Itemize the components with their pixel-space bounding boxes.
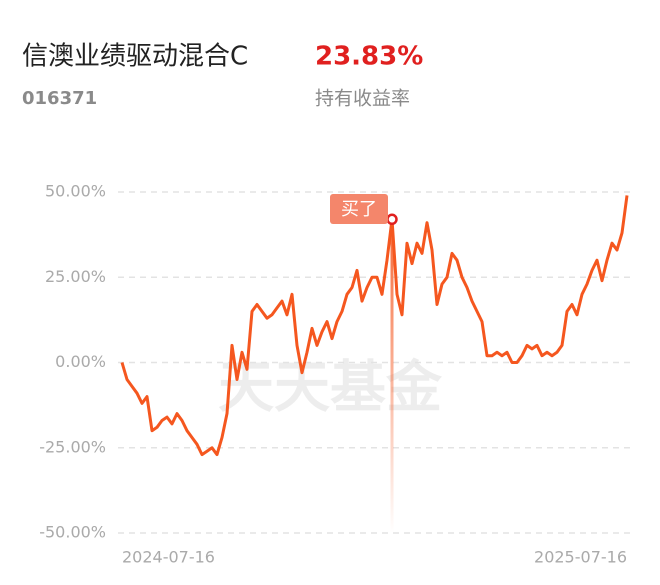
x-tick-label: 2025-07-16 <box>534 548 627 567</box>
fund-title: 信澳业绩驱动混合C <box>22 42 248 72</box>
y-tick-label: 25.00% <box>45 267 106 286</box>
fund-code: 016371 <box>22 88 97 109</box>
y-tick-label: 50.00% <box>45 182 106 201</box>
annotation-box <box>330 194 388 224</box>
y-tick-label: -25.00% <box>39 437 106 456</box>
y-tick-label: -50.00% <box>39 523 106 542</box>
return-label: 持有收益率 <box>315 88 410 110</box>
annotation-text: 买了 <box>341 199 377 220</box>
x-tick-label: 2024-07-16 <box>122 548 215 567</box>
buy-line <box>390 220 394 533</box>
return-value: 23.83% <box>315 42 423 72</box>
watermark: 天天基金 <box>218 355 443 421</box>
line-series <box>120 195 629 457</box>
y-tick-label: 0.00% <box>55 352 106 371</box>
buy-point <box>386 213 398 226</box>
